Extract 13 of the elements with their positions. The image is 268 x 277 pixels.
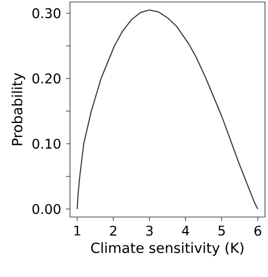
y-axis-title: Probability xyxy=(12,72,26,146)
y-tick-label: 0.30 xyxy=(32,8,60,18)
line-series xyxy=(76,9,258,210)
x-tick-label: 6 xyxy=(254,226,262,236)
x-axis-title: Climate sensitivity (K) xyxy=(91,242,244,256)
x-tick-label: 2 xyxy=(110,226,116,236)
x-tick-label: 4 xyxy=(182,226,190,236)
y-tick-label: 0.20 xyxy=(32,73,60,84)
x-tick-label: 5 xyxy=(218,226,225,236)
x-tick-label: 3 xyxy=(146,226,153,236)
y-tick-label: 0.10 xyxy=(32,138,60,149)
y-tick-label: 0.00 xyxy=(32,204,60,214)
x-tick-label: 1 xyxy=(74,226,80,236)
